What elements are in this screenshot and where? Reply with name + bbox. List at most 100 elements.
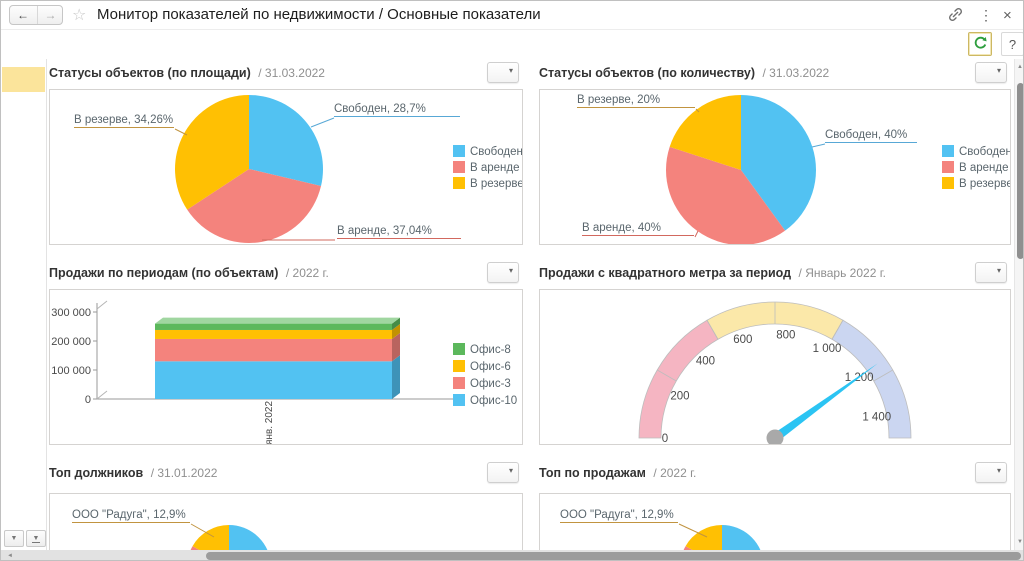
forward-button[interactable]: →	[37, 6, 63, 24]
chevron-down-icon: ▾	[996, 66, 1001, 75]
panel-menu-button[interactable]: ▾	[975, 62, 1007, 83]
svg-text:300 000: 300 000	[51, 307, 91, 319]
svg-text:0: 0	[662, 433, 668, 444]
legend-swatch	[453, 343, 465, 355]
legend-item: В аренде	[453, 158, 520, 174]
legend-label: В резерве	[959, 178, 1011, 190]
legend-swatch	[942, 145, 954, 157]
scroll-left-arrow[interactable]: ◄	[3, 550, 17, 560]
legend-swatch	[453, 360, 465, 372]
arrow-left-icon: ◄	[7, 553, 13, 559]
panel-title: Топ по продажам	[539, 466, 646, 480]
data-label: Свободен, 40%	[825, 129, 917, 143]
refresh-icon	[974, 36, 987, 49]
panel-header-sales-per-sqm: Продажи с квадратного метра за период / …	[539, 262, 1011, 284]
legend-item: Свободен	[453, 142, 522, 158]
panel-menu-button[interactable]: ▾	[487, 462, 519, 483]
panel-header-sales-by-period: Продажи по периодам (по объектам) / 2022…	[49, 262, 523, 284]
close-button[interactable]: ×	[1003, 7, 1012, 24]
arrow-down-to-end-icon: ▼	[31, 534, 41, 543]
legend-item: В аренде	[942, 158, 1009, 174]
data-label: В аренде, 40%	[582, 222, 694, 236]
left-strip-separator	[46, 59, 47, 550]
left-strip-selected-cell[interactable]	[2, 67, 45, 92]
link-icon	[949, 8, 962, 21]
scroll-to-bottom-button[interactable]: ▼	[26, 530, 46, 547]
legend-item: Свободен	[942, 142, 1010, 158]
data-label: ООО "Радуга", 12,9%	[72, 509, 190, 523]
panel-title: Топ должников	[49, 466, 144, 480]
svg-text:800: 800	[776, 330, 795, 342]
pie-chart	[678, 523, 761, 550]
stacked-bar-chart: 0 100 000 200 000 300 000 янв. 2022	[51, 300, 463, 444]
arrow-up-icon: ▲	[1017, 64, 1023, 70]
legend-label: В аренде	[959, 162, 1009, 174]
legend-swatch	[453, 377, 465, 389]
panel-period: / 31.03.2022	[762, 66, 830, 80]
vertical-scrollbar[interactable]: ▲ ▼	[1014, 59, 1023, 550]
chart-status-by-count: Свободен, 40% В аренде, 40% В резерве, 20%…	[539, 89, 1011, 245]
more-menu-button[interactable]: ⋮	[979, 7, 993, 24]
refresh-button[interactable]	[968, 32, 992, 56]
scroll-up-arrow[interactable]: ▲	[1015, 61, 1023, 73]
panel-menu-button[interactable]: ▾	[487, 62, 519, 83]
favorite-star-icon[interactable]: ☆	[72, 7, 87, 24]
panel-menu-button[interactable]: ▾	[975, 262, 1007, 283]
data-label: В резерве, 34,26%	[74, 114, 174, 128]
nav-button-group: ← →	[9, 5, 63, 25]
kebab-icon: ⋮	[979, 7, 993, 23]
panel-header-status-by-count: Статусы объектов (по количеству) / 31.03…	[539, 62, 1011, 84]
svg-text:янв. 2022: янв. 2022	[264, 401, 275, 444]
svg-text:0: 0	[85, 394, 91, 406]
legend-swatch	[453, 177, 465, 189]
legend-swatch	[942, 161, 954, 173]
chart-top-sales: ООО "Радуга", 12,9%	[539, 493, 1011, 551]
legend-item: Офис-8	[453, 340, 511, 356]
panel-menu-button[interactable]: ▾	[975, 462, 1007, 483]
panel-title: Продажи с квадратного метра за период	[539, 266, 792, 280]
help-icon: ?	[1008, 36, 1017, 52]
panel-menu-button[interactable]: ▾	[487, 262, 519, 283]
help-button[interactable]: ?	[1001, 32, 1023, 56]
horizontal-scrollbar[interactable]: ◄	[1, 550, 1023, 560]
chevron-down-icon: ▾	[996, 466, 1001, 475]
horizontal-scrollbar-thumb[interactable]	[206, 552, 1021, 560]
legend-item: В резерве	[942, 174, 1011, 190]
panel-header-top-sales: Топ по продажам / 2022 г. ▾	[539, 462, 1011, 484]
chevron-down-icon: ▾	[508, 66, 513, 75]
legend-label: В резерве	[470, 178, 523, 190]
legend-swatch	[453, 394, 465, 406]
scroll-down-button[interactable]: ▼	[4, 530, 24, 547]
back-button[interactable]: ←	[10, 6, 36, 24]
data-label: ООО "Радуга", 12,9%	[560, 509, 678, 523]
legend-label: Офис-8	[470, 344, 511, 356]
svg-text:200 000: 200 000	[51, 336, 91, 348]
legend-swatch	[453, 145, 465, 157]
legend-swatch	[453, 161, 465, 173]
back-arrow-icon: ←	[17, 8, 29, 22]
chart-sales-by-period: 0 100 000 200 000 300 000 янв. 2022 Офис-8 Оф…	[49, 289, 523, 445]
chevron-down-icon: ▾	[508, 266, 513, 275]
panel-title: Продажи по периодам (по объектам)	[49, 266, 279, 280]
link-button[interactable]	[947, 6, 964, 26]
page-title: Монитор показателей по недвижимости / Ос…	[97, 6, 541, 23]
arrow-down-icon: ▼	[10, 534, 18, 542]
panel-period: / 31.01.2022	[150, 466, 218, 480]
panel-header-status-by-area: Статусы объектов (по площади) / 31.03.20…	[49, 62, 523, 84]
scroll-down-arrow[interactable]: ▼	[1015, 536, 1023, 548]
panel-title: Статусы объектов (по площади)	[49, 66, 251, 80]
svg-text:200: 200	[670, 391, 689, 403]
panel-period: / 2022 г.	[285, 266, 329, 280]
vertical-scrollbar-thumb[interactable]	[1017, 83, 1023, 259]
legend-item: Офис-10	[453, 391, 517, 407]
pie-chart	[174, 95, 335, 243]
panel-title: Статусы объектов (по количеству)	[539, 66, 756, 80]
data-label: Свободен, 28,7%	[334, 103, 460, 117]
pie-chart	[666, 95, 826, 244]
panel-period: / 2022 г.	[653, 466, 697, 480]
svg-text:100 000: 100 000	[51, 365, 91, 377]
data-label: В резерве, 20%	[577, 94, 695, 108]
